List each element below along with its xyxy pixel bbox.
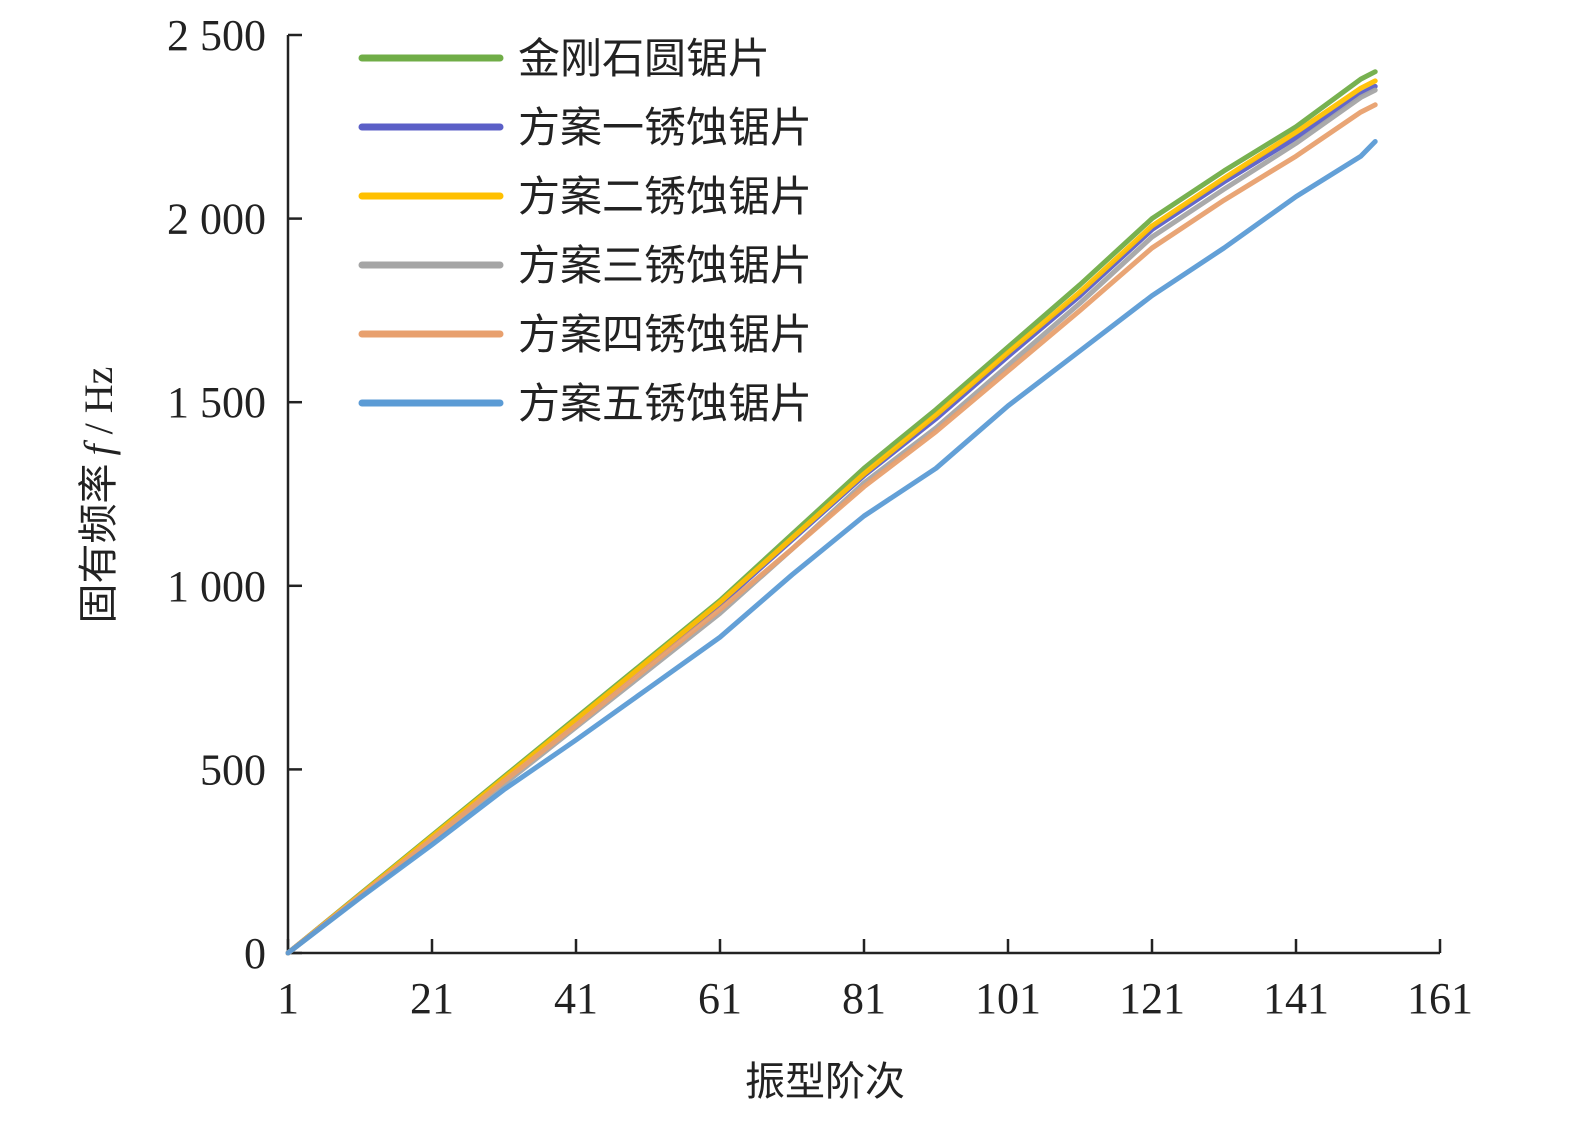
x-tick-label: 81	[842, 974, 886, 1023]
legend-label-6: 方案五锈蚀锯片	[518, 379, 812, 428]
y-tick-label: 2 000	[167, 195, 266, 244]
y-axis-title-unit: / Hz	[76, 367, 121, 445]
y-axis-title: 固有频率f / Hz	[76, 367, 122, 624]
y-tick-label: 0	[244, 929, 266, 978]
y-tick-label: 500	[200, 745, 266, 794]
series-line-5	[285, 102, 1378, 956]
series-layer	[285, 69, 1378, 956]
x-tick-label: 161	[1407, 974, 1473, 1023]
x-tick-label: 121	[1119, 974, 1185, 1023]
legend-label-2: 方案一锈蚀锯片	[518, 103, 812, 152]
series-line-6	[285, 139, 1378, 956]
legend: 金刚石圆锯片方案一锈蚀锯片方案二锈蚀锯片方案三锈蚀锯片方案四锈蚀锯片方案五锈蚀锯…	[358, 34, 812, 428]
legend-label-5: 方案四锈蚀锯片	[518, 310, 812, 359]
legend-label-4: 方案三锈蚀锯片	[518, 241, 812, 290]
y-tick-label: 1 000	[167, 562, 266, 611]
x-tick-label: 141	[1263, 974, 1329, 1023]
y-axis-title-prefix: 固有频率	[76, 463, 122, 623]
x-tick-label: 101	[975, 974, 1041, 1023]
y-tick-label: 1 500	[167, 378, 266, 427]
legend-label-1: 金刚石圆锯片	[518, 34, 770, 83]
x-tick-label: 1	[277, 974, 299, 1023]
x-axis-title: 振型阶次	[745, 1059, 905, 1105]
x-tick-label: 21	[410, 974, 454, 1023]
y-tick-label: 2 500	[167, 11, 266, 60]
x-tick-label: 61	[698, 974, 742, 1023]
legend-label-3: 方案二锈蚀锯片	[518, 172, 812, 221]
x-tick-label: 41	[554, 974, 598, 1023]
